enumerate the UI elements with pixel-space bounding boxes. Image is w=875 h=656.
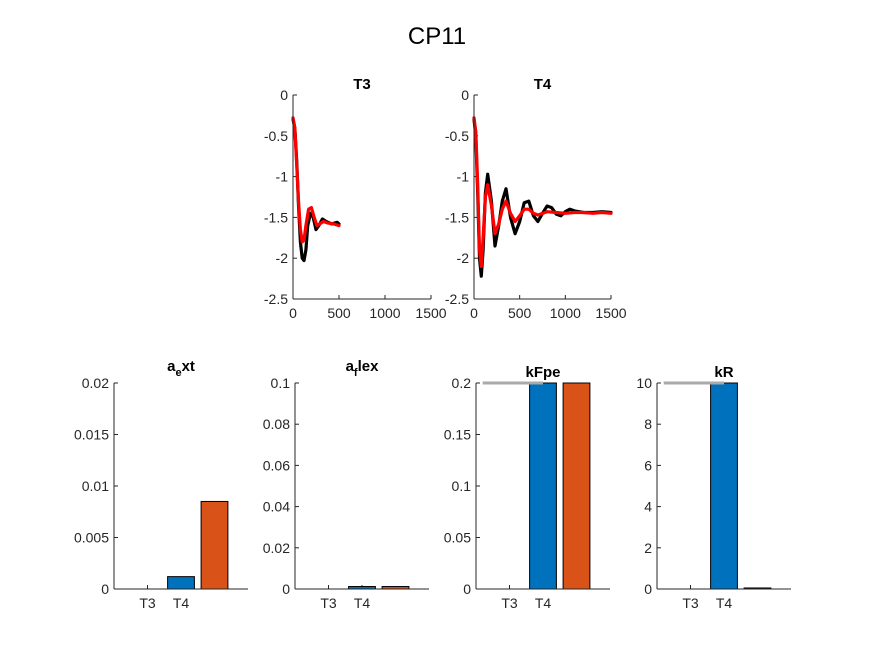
y-tick-label: 0.02	[82, 375, 109, 391]
bar	[562, 382, 591, 590]
y-tick-label: 0	[282, 581, 290, 597]
panel-title: kFpe	[525, 364, 560, 381]
y-tick-label: -1	[276, 169, 289, 185]
y-tick-label: 0	[280, 87, 288, 103]
x-tick-label: 500	[327, 305, 351, 321]
y-tick-label: 0.05	[444, 530, 471, 546]
y-tick-label: 0.01	[82, 478, 109, 494]
x-tick-label: 1500	[595, 305, 626, 321]
y-tick-label: -1.5	[264, 209, 288, 225]
panel-title: kR	[714, 364, 733, 381]
y-tick-label: 0.04	[263, 499, 290, 515]
y-tick-label: -2	[276, 250, 289, 266]
x-tick-label: 0	[470, 305, 478, 321]
x-tick-label: 500	[508, 305, 532, 321]
x-tick-label: 1000	[369, 305, 400, 321]
panel-kr: kR 0 2 4 6 8 10 T3 T4	[636, 364, 791, 611]
y-tick-label: 0.08	[263, 416, 290, 432]
series-line-red	[472, 116, 613, 268]
panel-t3: T30-0.5-1-1.5-2-2.50 500 1000 1500	[264, 76, 447, 321]
series-line-red	[291, 116, 341, 244]
x-tick-label: T4	[173, 595, 190, 611]
x-tick-label: 1000	[550, 305, 581, 321]
panel-title: aext	[167, 358, 195, 379]
y-tick-label: -2.5	[445, 291, 469, 307]
y-tick-label: -2	[457, 250, 470, 266]
panel-a-ext: aext 0 0.005 0.01 0.015 0.02 T3 T4	[74, 358, 248, 611]
bar	[167, 576, 195, 590]
y-tick-label: 0.15	[444, 427, 471, 443]
y-tick-label: 0.005	[74, 530, 109, 546]
y-tick-label: 0	[644, 581, 652, 597]
x-tick-label: 1500	[415, 305, 446, 321]
x-tick-label: T4	[354, 595, 371, 611]
x-tick-label: 0	[289, 305, 297, 321]
figure-title: CP11	[408, 23, 466, 50]
y-tick-label: 0.06	[263, 457, 290, 473]
panel-a-flex: aflex 0 0.02 0.04 0.06 0.08 0.1 T3 T4	[263, 358, 429, 611]
x-tick-label: T4	[716, 595, 733, 611]
x-tick-label: T3	[320, 595, 337, 611]
y-tick-label: 8	[644, 416, 652, 432]
y-tick-label: -2.5	[264, 291, 288, 307]
y-tick-label: -1	[457, 169, 470, 185]
panel-kfpe: kFpe 0 0.05 0.1 0.15 0.2 T3 T4	[444, 364, 610, 611]
bar	[529, 382, 557, 590]
y-tick-label: 0	[463, 581, 471, 597]
bar	[710, 382, 738, 590]
y-tick-label: -0.5	[264, 128, 288, 144]
y-tick-label: -0.5	[445, 128, 469, 144]
x-tick-label: T3	[501, 595, 518, 611]
y-tick-label: 0.02	[263, 540, 290, 556]
bar	[200, 500, 229, 590]
panel-title: aflex	[346, 358, 380, 379]
y-tick-label: 10	[636, 375, 652, 391]
panel-t4: T40-0.5-1-1.5-2-2.50 500 1000 1500	[445, 76, 627, 321]
series-line-black	[472, 117, 613, 278]
y-tick-label: 0.015	[74, 427, 109, 443]
y-tick-label: 4	[644, 499, 652, 515]
y-tick-label: 0.2	[452, 375, 472, 391]
series-line-black	[291, 117, 341, 263]
y-tick-label: -1.5	[445, 209, 469, 225]
y-tick-label: 0	[461, 87, 469, 103]
panel-title: T3	[353, 76, 371, 93]
y-tick-label: 6	[644, 457, 652, 473]
y-tick-label: 0.1	[271, 375, 291, 391]
x-tick-label: T3	[682, 595, 699, 611]
x-tick-label: T3	[139, 595, 156, 611]
x-tick-label: T4	[535, 595, 552, 611]
panel-title: T4	[534, 76, 552, 93]
y-tick-label: 0	[101, 581, 109, 597]
y-tick-label: 2	[644, 540, 652, 556]
y-tick-label: 0.1	[452, 478, 472, 494]
